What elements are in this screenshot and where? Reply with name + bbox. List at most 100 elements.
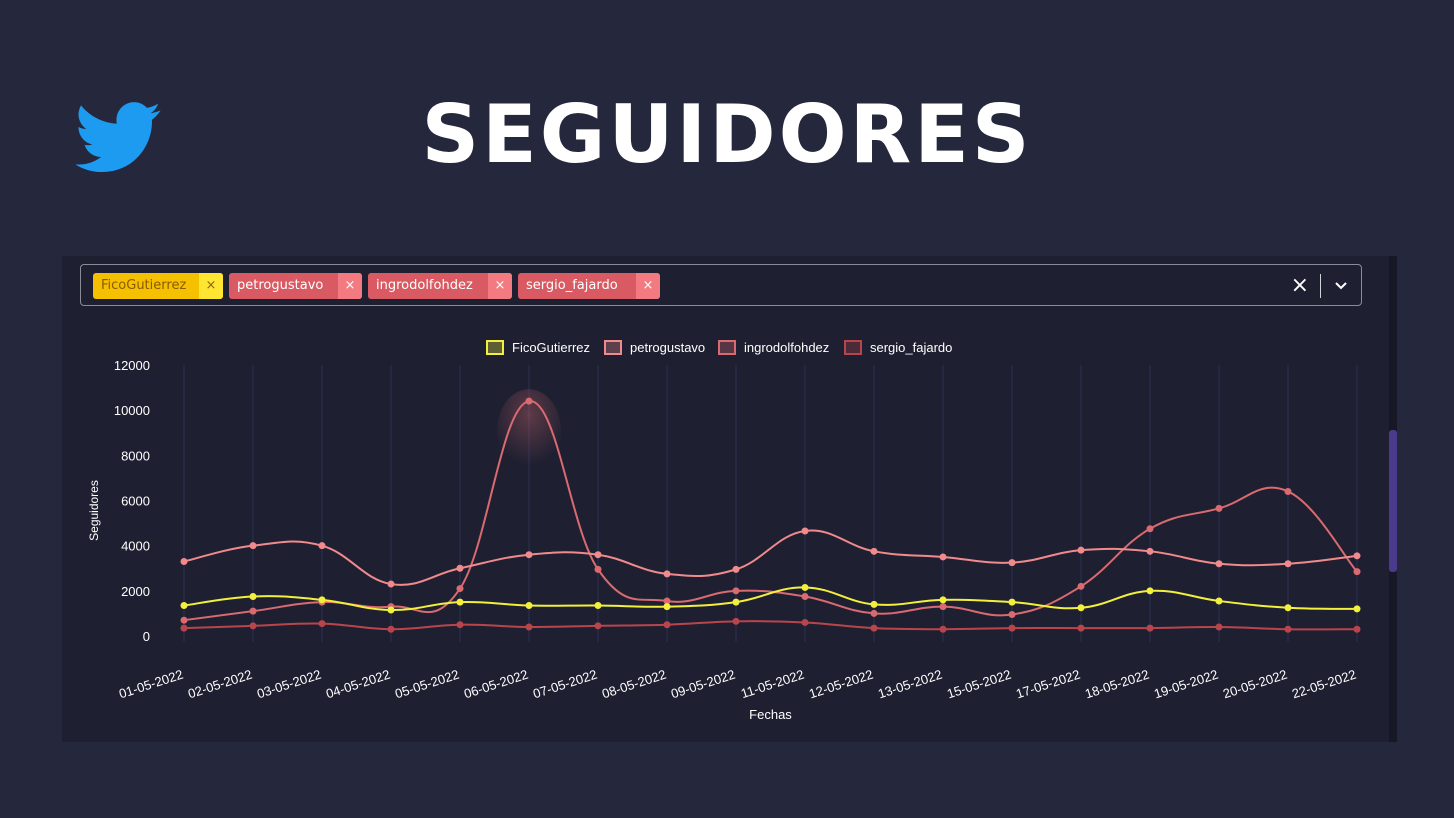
data-point (939, 553, 947, 561)
tag-label: petrogustavo (237, 278, 324, 293)
data-point (318, 542, 326, 550)
legend-swatch (604, 340, 622, 355)
x-tick-label: 09-05-2022 (669, 667, 737, 702)
x-tick-label: 04-05-2022 (324, 667, 392, 702)
data-point (594, 602, 602, 610)
series-line (183, 529, 1358, 586)
data-point (870, 547, 878, 555)
data-point (1008, 624, 1016, 632)
y-tick-label: 6000 (121, 494, 150, 509)
x-tick-label: 08-05-2022 (600, 667, 668, 702)
remove-tag-icon[interactable]: × (199, 273, 223, 299)
x-tick-label: 02-05-2022 (186, 667, 254, 702)
data-point (594, 551, 602, 559)
data-point (870, 600, 878, 608)
scrollbar-thumb[interactable] (1389, 430, 1397, 572)
y-tick-label: 10000 (114, 403, 150, 418)
data-point (180, 557, 188, 565)
data-point (939, 625, 947, 633)
data-point (1215, 597, 1223, 605)
data-point (249, 607, 257, 615)
x-tick-label: 11-05-2022 (739, 667, 806, 702)
data-point (1284, 560, 1292, 568)
legend-label: FicoGutierrez (512, 340, 590, 355)
data-point (387, 606, 395, 614)
x-tick-label: 17-05-2022 (1014, 667, 1082, 702)
data-point (456, 621, 464, 629)
data-point (249, 542, 257, 550)
x-tick-label: 07-05-2022 (531, 667, 599, 702)
data-point (1146, 547, 1154, 555)
data-point (870, 609, 878, 617)
x-tick-label: 06-05-2022 (462, 667, 530, 702)
legend-label: sergio_fajardo (870, 340, 952, 355)
y-axis-title: Seguidores (87, 480, 101, 541)
x-axis-title: Fechas (749, 707, 792, 722)
data-point (1008, 611, 1016, 619)
chart-panel (62, 256, 1397, 742)
data-point (732, 617, 740, 625)
x-tick-label: 05-05-2022 (393, 667, 461, 702)
data-point (387, 580, 395, 588)
x-tick-label: 19-05-2022 (1152, 667, 1220, 702)
data-point (456, 598, 464, 606)
data-point (318, 620, 326, 628)
data-point (939, 603, 947, 611)
data-point (525, 551, 533, 559)
data-point (1353, 605, 1361, 613)
y-tick-label: 4000 (121, 539, 150, 554)
data-point (1284, 625, 1292, 633)
data-point (732, 587, 740, 595)
page-title: SEGUIDORES (421, 88, 1033, 181)
data-point (1077, 582, 1085, 590)
x-tick-label: 03-05-2022 (255, 667, 323, 702)
y-tick-label: 8000 (121, 448, 150, 463)
series-line (183, 620, 1358, 631)
data-point (1353, 568, 1361, 576)
data-point (1077, 624, 1085, 632)
data-point (732, 598, 740, 606)
remove-tag-icon[interactable]: × (636, 273, 660, 299)
x-tick-label: 15-05-2022 (945, 667, 1013, 702)
data-point (1284, 604, 1292, 612)
legend-swatch (486, 340, 504, 355)
data-point (1077, 546, 1085, 554)
clear-all-icon[interactable]: × (1290, 273, 1309, 298)
data-point (456, 564, 464, 572)
data-point (1215, 504, 1223, 512)
data-point (180, 624, 188, 632)
data-point (732, 565, 740, 573)
peak-glow (497, 389, 561, 474)
legend-label: petrogustavo (630, 340, 705, 355)
x-tick-label: 12-05-2022 (807, 667, 875, 702)
tag-sergio-fajardo: sergio_fajardo × (518, 273, 660, 299)
data-point (1353, 625, 1361, 633)
x-tick-label: 13-05-2022 (876, 667, 944, 702)
data-point (939, 596, 947, 604)
data-point (870, 624, 878, 632)
data-point (1146, 525, 1154, 533)
x-tick-label: 20-05-2022 (1221, 667, 1289, 702)
remove-tag-icon[interactable]: × (488, 273, 512, 299)
data-point (594, 622, 602, 630)
data-point (249, 592, 257, 600)
data-point (801, 583, 809, 591)
chevron-down-icon[interactable] (1333, 278, 1349, 294)
data-point (318, 596, 326, 604)
data-point (663, 597, 671, 605)
legend-swatch (844, 340, 862, 355)
tag-label: sergio_fajardo (526, 278, 618, 293)
data-point (525, 397, 533, 405)
series-line (183, 400, 1358, 622)
data-point (801, 527, 809, 535)
x-tick-label: 01-05-2022 (117, 667, 185, 702)
tag-ficogutierrez: FicoGutierrez × (93, 273, 223, 299)
y-tick-label: 0 (143, 629, 150, 644)
data-point (456, 585, 464, 593)
remove-tag-icon[interactable]: × (338, 273, 362, 299)
x-tick-label: 18-05-2022 (1083, 667, 1151, 702)
data-point (249, 622, 257, 630)
user-multiselect[interactable]: FicoGutierrez × petrogustavo × ingrodolf… (80, 264, 1362, 306)
data-point (525, 623, 533, 631)
tag-label: FicoGutierrez (101, 278, 187, 293)
